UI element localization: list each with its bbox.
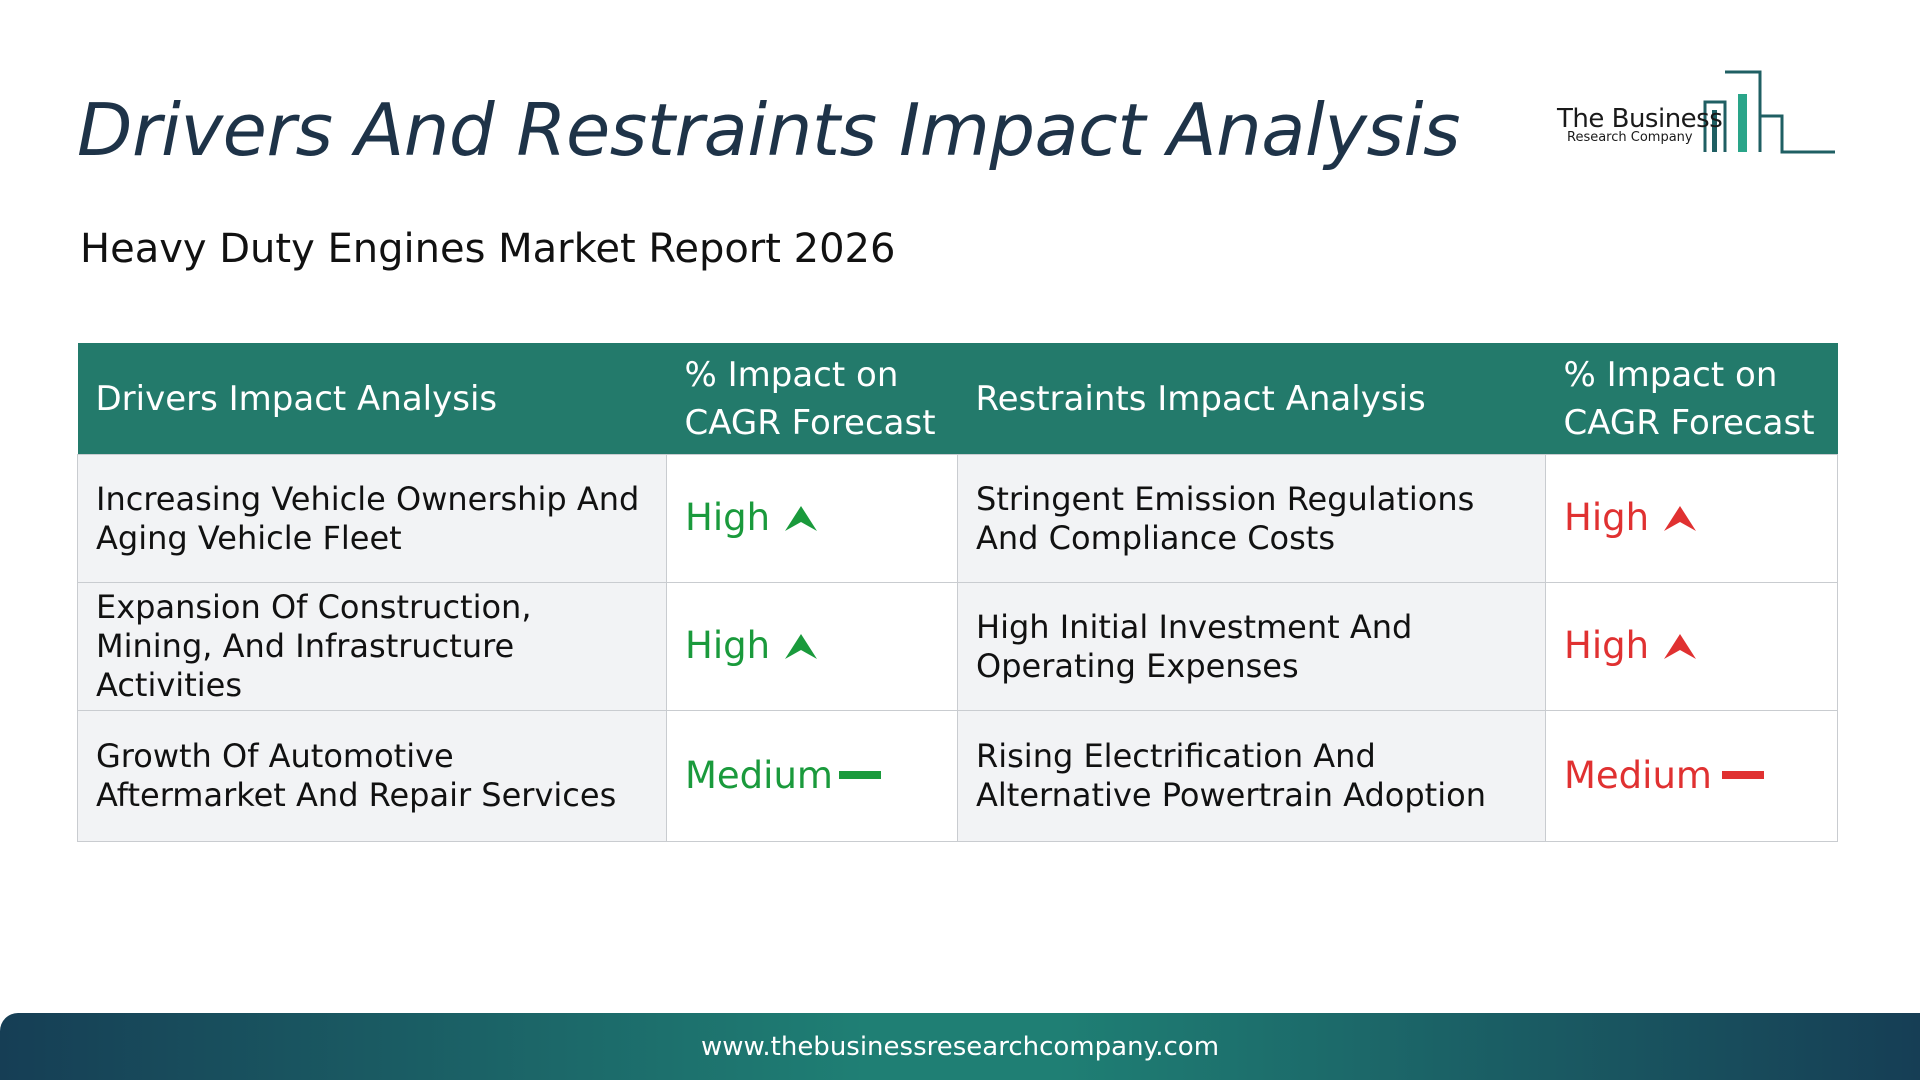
- restraint-cell: Rising Electrification And Alternative P…: [957, 710, 1546, 842]
- page-title: Drivers And Restraints Impact Analysis: [77, 88, 1461, 172]
- table-row: Growth Of Automotive Aftermarket And Rep…: [77, 710, 1838, 842]
- logo-tagline: Research Company: [1567, 130, 1693, 145]
- building-bars-icon: [1703, 70, 1835, 154]
- driver-impact-level: High: [685, 498, 818, 537]
- arrow-up-icon: [785, 505, 818, 531]
- driver-cell: Increasing Vehicle Ownership And Aging V…: [77, 454, 667, 583]
- driver-impact-label: Medium: [685, 753, 833, 797]
- logo-name: The Business: [1557, 104, 1723, 134]
- company-logo: The Business Research Company: [1555, 68, 1835, 158]
- table-header-row: Drivers Impact Analysis % Impact on CAGR…: [77, 343, 1838, 455]
- footer-bar: www.thebusinessresearchcompany.com: [0, 1013, 1920, 1080]
- restraint-impact-level: Medium: [1564, 756, 1766, 795]
- restraint-impact-cell: Medium: [1545, 710, 1838, 842]
- driver-cell: Growth Of Automotive Aftermarket And Rep…: [77, 710, 667, 842]
- restraint-impact-label: High: [1564, 624, 1650, 667]
- restraint-impact-label: High: [1564, 496, 1650, 539]
- driver-impact-cell: High: [666, 582, 958, 711]
- restraint-cell: High Initial Investment And Operating Ex…: [957, 582, 1546, 711]
- table-row: Increasing Vehicle Ownership And Aging V…: [77, 454, 1838, 583]
- table-row: Expansion Of Construction, Mining, And I…: [77, 582, 1838, 711]
- impact-table: Drivers Impact Analysis % Impact on CAGR…: [77, 343, 1838, 842]
- restraint-impact-level: High: [1564, 498, 1697, 537]
- header-restraints: Restraints Impact Analysis: [957, 343, 1546, 455]
- restraint-impact-cell: High: [1545, 454, 1838, 583]
- arrow-up-icon: [1664, 505, 1697, 531]
- driver-impact-cell: High: [666, 454, 958, 583]
- driver-impact-label: High: [685, 496, 771, 539]
- report-subtitle: Heavy Duty Engines Market Report 2026: [80, 226, 896, 272]
- restraint-impact-level: High: [1564, 626, 1697, 665]
- driver-impact-label: High: [685, 624, 771, 667]
- arrow-up-icon: [1664, 633, 1697, 659]
- header-restraints-impact: % Impact on CAGR Forecast: [1545, 343, 1838, 455]
- driver-cell: Expansion Of Construction, Mining, And I…: [77, 582, 667, 711]
- header-drivers-impact: % Impact on CAGR Forecast: [666, 343, 958, 455]
- driver-impact-cell: Medium: [666, 710, 958, 842]
- dash-icon: [1721, 771, 1764, 779]
- driver-impact-level: High: [685, 626, 818, 665]
- restraint-impact-cell: High: [1545, 582, 1838, 711]
- driver-impact-level: Medium: [685, 756, 883, 795]
- restraint-cell: Stringent Emission Regulations And Compl…: [957, 454, 1546, 583]
- arrow-up-icon: [785, 633, 818, 659]
- footer-website-link[interactable]: www.thebusinessresearchcompany.com: [700, 1031, 1220, 1062]
- header-drivers: Drivers Impact Analysis: [77, 343, 667, 455]
- restraint-impact-label: Medium: [1564, 753, 1712, 797]
- dash-icon: [838, 771, 881, 779]
